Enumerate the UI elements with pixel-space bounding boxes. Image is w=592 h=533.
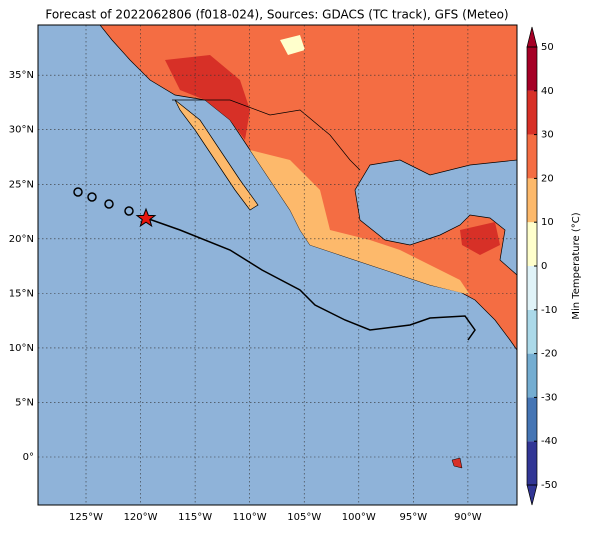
colorbar-tick-label: -30 [541, 392, 557, 403]
y-tick-label: 15°N [9, 288, 34, 299]
colorbar-tick-label: -10 [541, 305, 557, 316]
x-tick-label: 115°W [178, 512, 212, 523]
x-tick-label: 110°W [233, 512, 267, 523]
border [172, 99, 361, 171]
colorbar-extend-bottom [526, 484, 538, 506]
colorbar-tick-label: 0 [541, 261, 547, 272]
colorbar-band [527, 178, 537, 223]
warm-region [250, 150, 470, 295]
x-tick-label: 100°W [342, 512, 376, 523]
y-tick-label: 25°N [9, 179, 34, 190]
hot-region [460, 222, 500, 255]
colorbar-tick-label: -40 [541, 436, 557, 447]
hot-region [165, 55, 250, 140]
colorbar: -50 -40 -30 -20 -10 0 10 20 30 40 50 [526, 26, 557, 506]
colorbar-tick-label: -50 [541, 480, 557, 491]
colorbar-extend-top [526, 26, 538, 48]
x-tick-label: 125°W [69, 512, 103, 523]
grid [38, 25, 517, 505]
y-tick-label: 10°N [9, 343, 34, 354]
map-frame [37, 24, 518, 506]
track-point [73, 187, 83, 197]
colorbar-tick-label: 40 [541, 86, 554, 97]
colorbar-tick-label: 30 [541, 130, 554, 141]
track-point [124, 206, 134, 216]
colorbar-tick-label: 50 [541, 42, 554, 53]
x-tick-label: 90°W [454, 512, 482, 523]
x-tick-label: 120°W [124, 512, 158, 523]
colorbar-band [527, 309, 537, 354]
island [451, 457, 463, 469]
colorbar-tick-label: 20 [541, 173, 554, 184]
y-tick-label: 30°N [9, 125, 34, 136]
cool-region [280, 35, 305, 55]
map-area [38, 25, 517, 505]
colorbar-tick-label: 10 [541, 217, 554, 228]
colorbar-band [527, 266, 537, 310]
colorbar-band [527, 397, 537, 442]
track-point [104, 199, 114, 209]
baja-california [174, 99, 259, 211]
y-tick-label: 20°N [9, 234, 34, 245]
x-tick-label: 105°W [287, 512, 321, 523]
colorbar-band [527, 47, 537, 91]
y-tick-label: 0° [23, 452, 34, 463]
past-positions [73, 187, 134, 216]
colorbar-band [527, 441, 537, 485]
y-tick-label: 35°N [9, 70, 34, 81]
colorbar-tick-label: -20 [541, 349, 557, 360]
colorbar-band [527, 353, 537, 398]
map-title: Forecast of 2022062806 (f018-024), Sourc… [45, 8, 508, 22]
storm-position [135, 207, 157, 228]
x-tick-label: 95°W [400, 512, 428, 523]
colorbar-label: Min Temperature (°C) [571, 212, 582, 319]
colorbar-band [527, 90, 537, 135]
storm-track [145, 217, 476, 341]
colorbar-band [527, 222, 537, 266]
track-point [87, 192, 97, 202]
y-tick-label: 5°N [15, 397, 34, 408]
colorbar-band [527, 134, 537, 179]
